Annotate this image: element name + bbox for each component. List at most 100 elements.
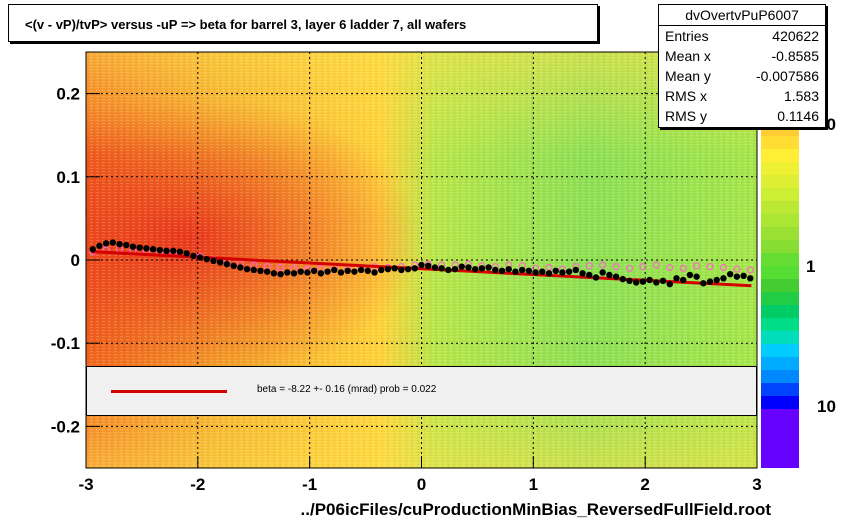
x-tick-label: -2 — [190, 475, 205, 494]
profile-point — [129, 243, 137, 250]
profile-point — [505, 265, 512, 273]
stats-row-mean-x: Mean x -0.8585 — [659, 46, 825, 66]
stats-row-rms-x: RMS x 1.583 — [659, 86, 825, 106]
profile-point — [498, 267, 506, 275]
profile-point — [277, 270, 284, 278]
profile-point — [89, 245, 96, 253]
profile-point — [391, 265, 398, 272]
profile-point — [196, 254, 204, 261]
profile-point — [545, 270, 553, 277]
profile-point — [565, 268, 573, 275]
colorbar-label-1: 1 — [806, 257, 815, 276]
y-tick-label: -0.2 — [51, 417, 80, 436]
stats-row-entries: Entries 420622 — [659, 26, 825, 46]
stats-value: 1.583 — [783, 88, 819, 104]
profile-point — [666, 280, 673, 288]
profile-point — [619, 275, 626, 283]
stats-value: 420622 — [772, 28, 819, 44]
profile-point — [539, 268, 546, 275]
profile-point — [478, 265, 486, 272]
profile-point — [700, 280, 707, 287]
profile-point — [263, 268, 271, 275]
profile-point — [123, 241, 130, 249]
profile-point — [411, 265, 418, 272]
profile-point — [418, 261, 425, 269]
profile-point — [357, 266, 365, 274]
legend-fit-line — [111, 390, 227, 393]
profile-point — [612, 273, 620, 280]
profile-point — [679, 276, 687, 284]
profile-point — [606, 271, 613, 279]
profile-point — [203, 255, 210, 263]
profile-point — [96, 242, 103, 250]
profile-point — [116, 240, 123, 248]
profile-point — [579, 270, 586, 277]
profile-point — [384, 265, 392, 273]
profile-point — [586, 271, 593, 279]
open-point — [599, 261, 607, 269]
profile-point — [176, 248, 184, 255]
profile-point — [304, 269, 311, 276]
profile-point — [378, 266, 385, 274]
profile-point — [404, 265, 412, 273]
profile-point — [425, 262, 432, 270]
profile-point — [284, 269, 291, 276]
profile-point — [351, 268, 358, 275]
open-point — [276, 263, 285, 272]
chart-title: <(v - vP)/tvP> versus -uP => beta for ba… — [25, 17, 467, 32]
stats-value: 0.1146 — [777, 108, 819, 124]
x-tick-label: -3 — [78, 475, 93, 494]
profile-point — [143, 245, 150, 252]
axis-ticks: -3 -2 -1 0 1 2 3 -0.2 -0.1 0 0.1 0.2 — [51, 85, 762, 494]
stats-box: dvOvertvPuP6007 Entries 420622 Mean x -0… — [658, 4, 826, 128]
profile-point — [485, 264, 492, 271]
profile-point — [438, 265, 445, 272]
profile-point — [633, 279, 640, 286]
profile-point — [317, 270, 325, 277]
open-point — [693, 262, 701, 270]
profile-point — [344, 267, 351, 275]
stats-label: RMS x — [665, 88, 707, 104]
open-point — [652, 261, 660, 269]
y-tick-label: -0.1 — [51, 334, 80, 353]
open-point — [679, 264, 687, 272]
profile-point — [626, 277, 633, 284]
profile-point — [559, 269, 566, 276]
title-box: <(v - vP)/tvP> versus -uP => beta for ba… — [8, 4, 598, 42]
profile-point — [720, 275, 727, 282]
profile-point — [250, 266, 257, 274]
profile-point — [532, 269, 539, 276]
y-tick-label: 0.2 — [56, 85, 80, 104]
profile-point — [747, 275, 754, 282]
profile-point — [337, 269, 345, 276]
profile-point — [102, 240, 110, 247]
profile-point — [331, 266, 338, 274]
profile-point — [210, 257, 217, 265]
profile-point — [592, 274, 600, 281]
stats-label: Mean y — [665, 68, 711, 84]
profile-point — [371, 269, 378, 276]
stats-label: Entries — [665, 28, 709, 44]
profile-point — [243, 265, 251, 273]
colorbar: 1 10 10 — [761, 115, 836, 468]
y-tick-label: 0 — [71, 251, 80, 270]
profile-point — [518, 266, 526, 274]
x-tick-label: 0 — [417, 475, 426, 494]
profile-point — [686, 271, 694, 279]
open-point — [719, 263, 728, 272]
stats-row-mean-y: Mean y -0.007586 — [659, 66, 825, 86]
x-tick-label: 3 — [752, 475, 761, 494]
profile-point — [149, 245, 157, 253]
profile-point — [599, 269, 606, 276]
legend-text: beta = -8.22 +- 0.16 (mrad) prob = 0.022 — [257, 384, 437, 395]
stats-row-rms-y: RMS y 0.1146 — [659, 106, 825, 126]
profile-point — [465, 264, 472, 271]
profile-point — [431, 264, 439, 271]
profile-point — [471, 265, 479, 273]
profile-point — [693, 273, 700, 280]
profile-point — [297, 268, 304, 275]
profile-point — [726, 270, 734, 278]
profile-point — [156, 246, 164, 254]
stats-value: -0.007586 — [755, 68, 819, 84]
profile-point — [659, 277, 667, 284]
